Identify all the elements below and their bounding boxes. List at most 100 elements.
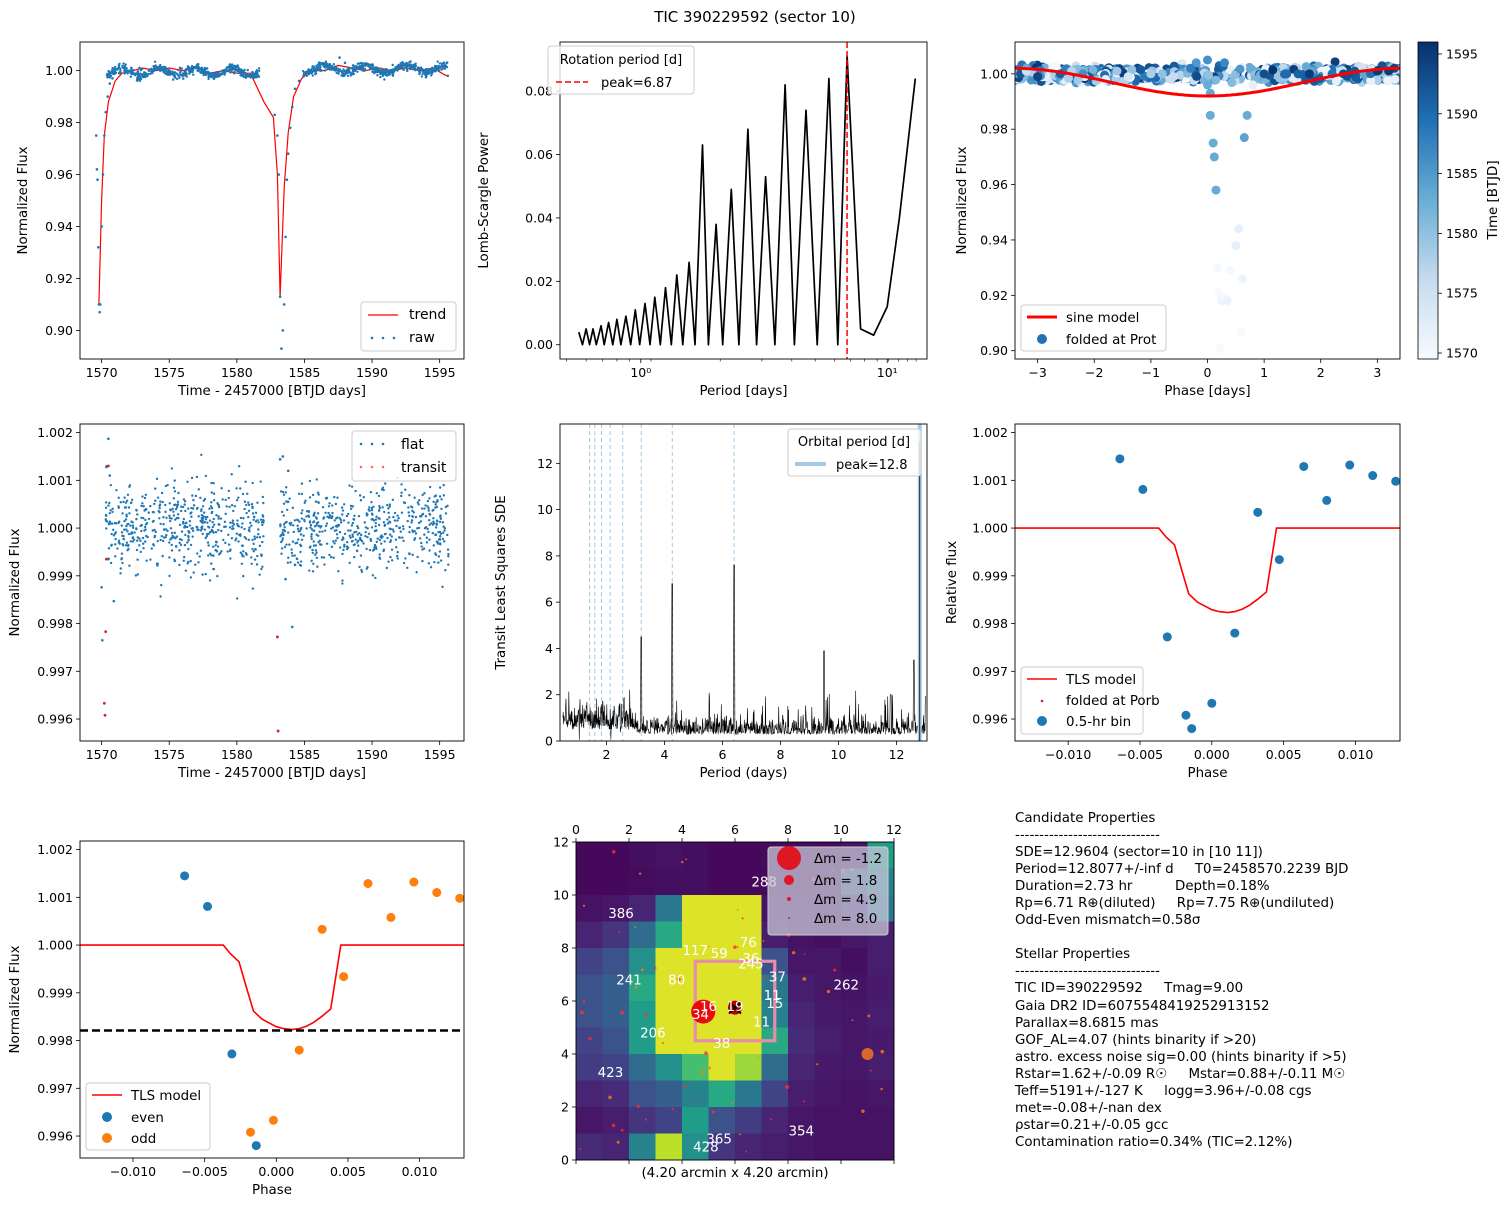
flat-point: [293, 554, 296, 557]
y-tick-label: 6: [545, 595, 553, 610]
flat-point: [144, 528, 147, 531]
raw-point: [164, 69, 168, 73]
flat-point: [314, 549, 318, 552]
raw-point: [139, 69, 143, 72]
flat-point: [416, 555, 419, 559]
legend-mag-swatch: [777, 846, 801, 870]
flat-point: [150, 547, 153, 550]
flat-point: [341, 513, 344, 516]
figure-title: TIC 390229592 (sector 10): [653, 8, 856, 26]
transit-point: [102, 701, 106, 705]
flat-point: [141, 536, 145, 540]
flat-point: [191, 494, 194, 497]
raw-point: [306, 70, 309, 73]
raw-point: [147, 72, 150, 76]
flat-point: [328, 502, 331, 505]
flat-point: [333, 519, 336, 522]
x-tick-label: 2: [602, 747, 610, 762]
flat-point: [350, 524, 354, 527]
folded-point: [1203, 80, 1212, 90]
flat-point: [254, 511, 258, 515]
flat-point: [105, 520, 109, 523]
flat-point: [299, 564, 303, 567]
flat-point: [363, 521, 366, 524]
gaia-star: [653, 966, 657, 970]
legend-even-swatch: [102, 1112, 112, 1122]
tpf-pixel: [576, 921, 603, 949]
flat-point: [299, 533, 303, 536]
flat-point: [134, 574, 138, 577]
raw-point: [364, 64, 367, 67]
y-tick-label: 2: [561, 1100, 569, 1115]
flat-point: [288, 543, 291, 546]
flat-point: [184, 509, 187, 513]
flat-point: [421, 512, 425, 516]
y-tick-label: 0.06: [525, 147, 553, 162]
flat-point: [211, 520, 214, 524]
raw-point: [336, 67, 340, 70]
binned-point: [1345, 460, 1355, 470]
raw-point: [202, 73, 205, 77]
raw-point: [165, 72, 169, 75]
x-tick-label: 10: [831, 747, 847, 762]
flat-point: [151, 510, 155, 514]
tpf-pixel: [867, 974, 895, 1002]
flat-point: [261, 565, 264, 569]
stellar-line: met=-0.08+/-nan dex: [1015, 1100, 1162, 1116]
flat-point: [442, 525, 445, 528]
flat-point: [349, 504, 353, 508]
flat-point: [338, 530, 342, 534]
flat-point: [188, 519, 192, 523]
flat-point: [410, 521, 413, 524]
flat-point: [123, 519, 126, 523]
flat-point: [365, 514, 369, 517]
flat-point: [427, 507, 430, 510]
gaia-star: [803, 1100, 806, 1103]
odd-point: [246, 1127, 256, 1137]
spacer: [1015, 929, 1495, 946]
binned-point: [1115, 454, 1125, 464]
legend-label: Δm = 8.0: [814, 912, 877, 927]
flat-point: [383, 523, 387, 527]
flat-point: [359, 536, 362, 540]
raw-point: [188, 67, 191, 70]
flat-point: [398, 536, 401, 539]
flat-point: [186, 480, 189, 483]
binned-point: [1138, 484, 1148, 494]
flat-point: [140, 504, 143, 508]
flat-point: [182, 559, 185, 562]
even-point: [180, 871, 190, 881]
raw-point: [253, 76, 256, 79]
tpf-pixel: [814, 1080, 842, 1108]
flat-point: [370, 526, 374, 529]
flat-point: [141, 502, 144, 505]
raw-point: [358, 65, 362, 68]
odd-point: [409, 877, 419, 887]
flat-point: [111, 507, 114, 511]
x-tick-label: 2: [1317, 365, 1325, 380]
flat-point: [242, 550, 245, 553]
tpf-pixel: [788, 1080, 815, 1108]
flat-point: [241, 492, 245, 496]
flat-point: [423, 492, 426, 495]
flat-point: [144, 493, 148, 496]
tpf-pixel: [682, 1054, 709, 1081]
flat-point: [434, 506, 437, 509]
raw-point: [105, 73, 109, 77]
flat-point: [421, 559, 424, 563]
flat-point: [341, 536, 345, 539]
odd-point: [432, 888, 442, 898]
tpf-pixel: [576, 895, 603, 922]
panel-folded_prot: 0.900.920.940.960.981.00−3 −2 −1 0 1 2 3Phase …: [955, 41, 1501, 399]
flat-point: [186, 525, 189, 529]
stellar-line: Rstar=1.62+/-0.09 R☉ Mstar=0.88+/-0.11 M…: [1015, 1066, 1346, 1082]
flat-point: [203, 497, 207, 501]
gaia-star-label: 241: [616, 973, 642, 988]
flat-point: [420, 507, 424, 510]
raw-point: [137, 72, 140, 76]
raw-point: [94, 134, 98, 137]
flat-point: [438, 530, 442, 534]
flat-point: [286, 508, 289, 512]
tpf-pixel: [867, 1133, 895, 1161]
flat-point: [372, 548, 376, 551]
